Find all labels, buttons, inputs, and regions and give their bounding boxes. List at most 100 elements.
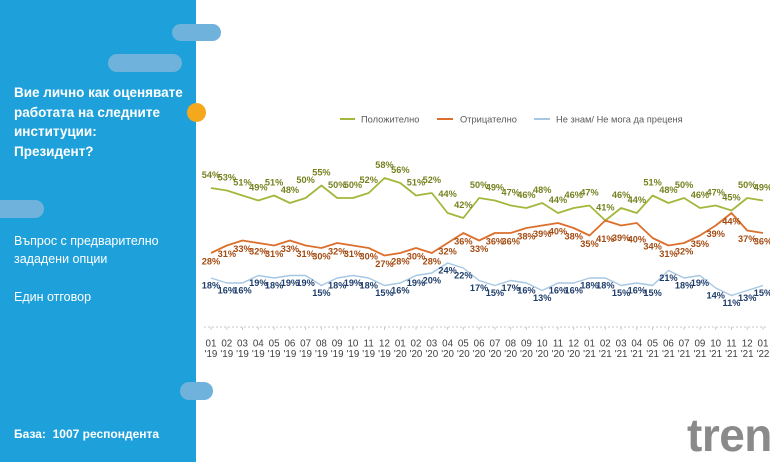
svg-text:18%: 18%: [360, 281, 378, 291]
svg-text:45%: 45%: [722, 193, 740, 203]
svg-text:04: 04: [442, 339, 453, 350]
svg-text:31%: 31%: [218, 249, 236, 259]
svg-text:39%: 39%: [707, 229, 725, 239]
svg-text:'21: '21: [615, 349, 628, 360]
svg-text:22%: 22%: [454, 271, 472, 281]
svg-text:28%: 28%: [391, 257, 409, 267]
svg-text:03: 03: [237, 339, 248, 350]
svg-text:50%: 50%: [675, 180, 693, 190]
svg-text:15%: 15%: [312, 288, 330, 298]
svg-text:47%: 47%: [580, 188, 598, 198]
svg-text:16%: 16%: [517, 286, 535, 296]
svg-text:30%: 30%: [407, 252, 425, 262]
svg-text:44%: 44%: [628, 195, 646, 205]
svg-text:31%: 31%: [265, 249, 283, 259]
svg-text:33%: 33%: [281, 244, 299, 254]
svg-text:'19: '19: [378, 349, 391, 360]
svg-text:13%: 13%: [533, 293, 551, 303]
svg-text:'19: '19: [268, 349, 281, 360]
svg-text:'19: '19: [331, 349, 344, 360]
svg-text:37%: 37%: [738, 234, 756, 244]
svg-text:05: 05: [647, 339, 658, 350]
svg-text:19%: 19%: [407, 278, 425, 288]
svg-text:41%: 41%: [596, 234, 614, 244]
svg-text:'21: '21: [646, 349, 659, 360]
svg-text:36%: 36%: [502, 237, 520, 247]
svg-text:08: 08: [505, 339, 516, 350]
svg-text:51%: 51%: [407, 178, 425, 188]
svg-text:'20: '20: [552, 349, 565, 360]
svg-text:'19: '19: [284, 349, 297, 360]
svg-text:50%: 50%: [296, 175, 314, 185]
svg-text:11: 11: [553, 339, 563, 350]
svg-text:05: 05: [458, 339, 469, 350]
svg-text:39%: 39%: [533, 229, 551, 239]
svg-text:49%: 49%: [754, 183, 770, 193]
svg-text:51%: 51%: [643, 178, 661, 188]
svg-text:01: 01: [584, 339, 595, 350]
svg-text:'20: '20: [489, 349, 502, 360]
svg-text:16%: 16%: [218, 286, 236, 296]
svg-text:15%: 15%: [754, 288, 770, 298]
svg-text:34%: 34%: [643, 242, 661, 252]
svg-text:32%: 32%: [328, 247, 346, 257]
svg-text:31%: 31%: [344, 249, 362, 259]
svg-text:'21: '21: [599, 349, 612, 360]
svg-text:04: 04: [631, 339, 642, 350]
svg-text:46%: 46%: [517, 190, 535, 200]
svg-text:'20: '20: [441, 349, 454, 360]
svg-text:'19: '19: [362, 349, 375, 360]
svg-text:18%: 18%: [202, 281, 220, 291]
svg-text:28%: 28%: [423, 257, 441, 267]
svg-text:06: 06: [284, 339, 295, 350]
svg-text:55%: 55%: [312, 168, 330, 178]
svg-text:'20: '20: [410, 349, 423, 360]
svg-text:44%: 44%: [438, 189, 456, 199]
svg-text:'20: '20: [425, 349, 438, 360]
svg-text:'22: '22: [757, 349, 770, 360]
svg-text:01: 01: [758, 339, 769, 350]
svg-text:48%: 48%: [659, 185, 677, 195]
svg-text:56%: 56%: [391, 165, 409, 175]
svg-text:04: 04: [253, 339, 264, 350]
svg-text:18%: 18%: [675, 281, 693, 291]
svg-text:58%: 58%: [375, 160, 393, 170]
svg-text:32%: 32%: [438, 247, 456, 257]
svg-text:36%: 36%: [454, 237, 472, 247]
svg-text:53%: 53%: [218, 173, 236, 183]
svg-text:20%: 20%: [423, 276, 441, 286]
svg-text:50%: 50%: [470, 180, 488, 190]
svg-text:'20: '20: [473, 349, 486, 360]
svg-text:19%: 19%: [281, 278, 299, 288]
svg-text:'20: '20: [394, 349, 407, 360]
svg-text:40%: 40%: [628, 235, 646, 245]
svg-text:50%: 50%: [344, 180, 362, 190]
svg-text:30%: 30%: [360, 252, 378, 262]
svg-text:36%: 36%: [754, 237, 770, 247]
svg-text:35%: 35%: [580, 239, 598, 249]
svg-text:49%: 49%: [249, 183, 267, 193]
svg-text:36%: 36%: [486, 237, 504, 247]
svg-text:03: 03: [616, 339, 627, 350]
svg-text:'21: '21: [725, 349, 738, 360]
svg-text:17%: 17%: [470, 283, 488, 293]
svg-text:19%: 19%: [296, 278, 314, 288]
svg-text:10: 10: [347, 339, 358, 350]
svg-text:28%: 28%: [202, 257, 220, 267]
svg-text:07: 07: [489, 339, 500, 350]
svg-text:49%: 49%: [486, 183, 504, 193]
svg-text:51%: 51%: [233, 178, 251, 188]
svg-text:Не знам/ Не мога да преценя: Не знам/ Не мога да преценя: [556, 115, 683, 125]
svg-text:44%: 44%: [722, 217, 740, 227]
svg-text:33%: 33%: [233, 244, 251, 254]
svg-text:32%: 32%: [675, 247, 693, 257]
svg-text:01: 01: [395, 339, 406, 350]
svg-text:Отрицателно: Отрицателно: [460, 115, 517, 125]
svg-text:08: 08: [316, 339, 327, 350]
svg-text:52%: 52%: [360, 175, 378, 185]
svg-text:13%: 13%: [738, 293, 756, 303]
svg-text:'21: '21: [678, 349, 691, 360]
svg-text:40%: 40%: [549, 227, 567, 237]
svg-text:48%: 48%: [281, 185, 299, 195]
svg-text:21%: 21%: [659, 273, 677, 283]
